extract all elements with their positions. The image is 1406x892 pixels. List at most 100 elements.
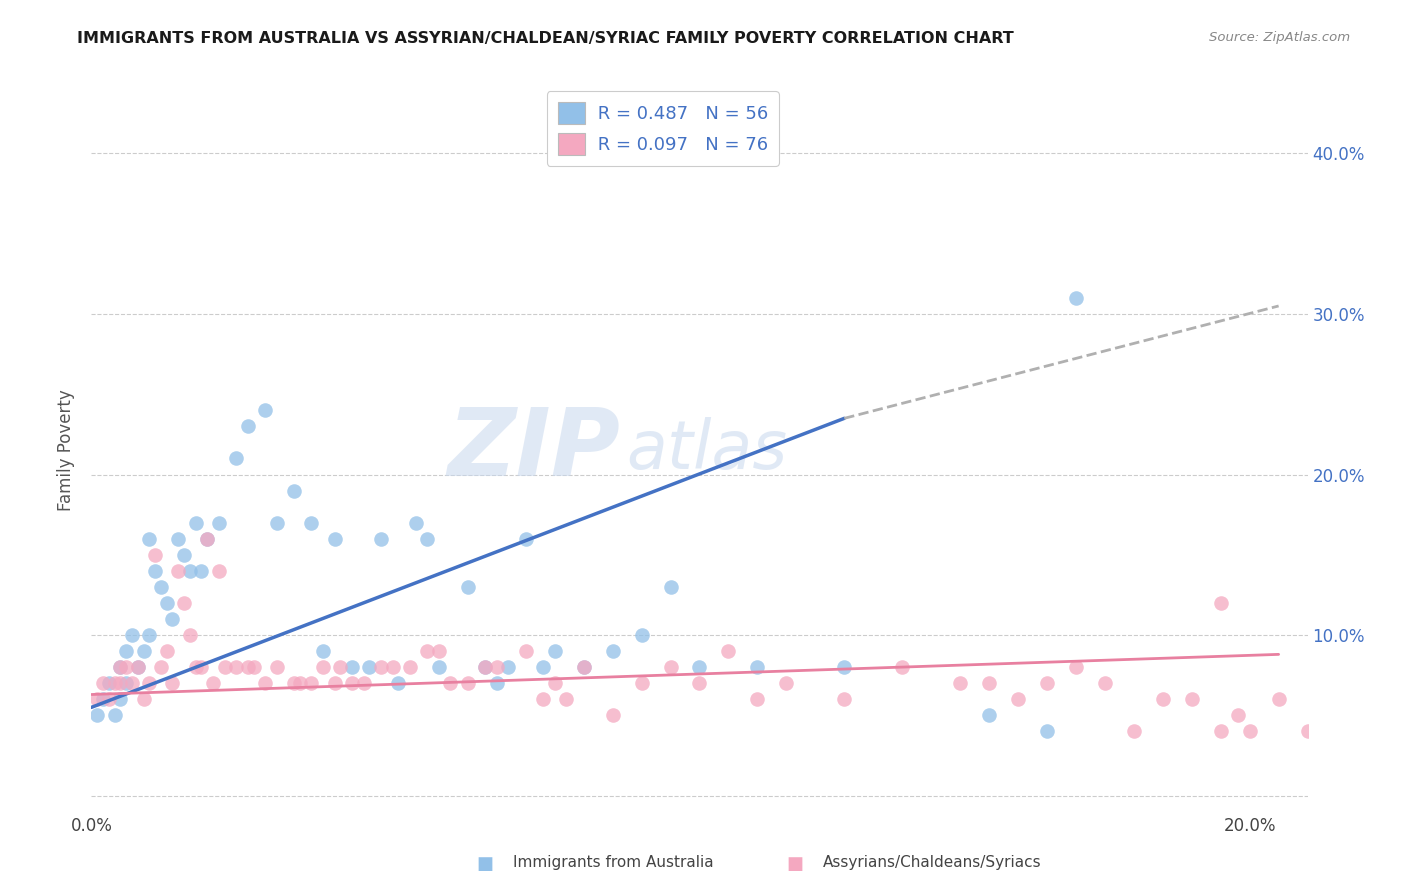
Point — [236, 660, 259, 674]
Point — [138, 628, 160, 642]
Point — [86, 708, 108, 723]
Point — [340, 676, 363, 690]
Point — [225, 660, 247, 674]
Point — [138, 532, 160, 546]
Point — [323, 532, 346, 546]
Point — [427, 644, 450, 658]
Text: atlas: atlas — [627, 417, 787, 483]
Point — [91, 692, 114, 706]
Point — [531, 660, 554, 674]
Point — [572, 660, 595, 674]
Point — [1296, 724, 1319, 739]
Point — [132, 644, 155, 658]
Point — [457, 580, 479, 594]
Point — [688, 676, 710, 690]
Point — [173, 596, 195, 610]
Point — [301, 516, 323, 530]
Point — [162, 612, 184, 626]
Point — [179, 564, 201, 578]
Point — [353, 676, 375, 690]
Point — [288, 676, 311, 690]
Point — [1064, 660, 1087, 674]
Point — [179, 628, 201, 642]
Point — [602, 708, 624, 723]
Point — [555, 692, 578, 706]
Text: ZIP: ZIP — [447, 404, 620, 497]
Point — [115, 676, 138, 690]
Point — [1007, 692, 1029, 706]
Point — [1326, 708, 1348, 723]
Point — [515, 644, 537, 658]
Point — [236, 419, 259, 434]
Point — [97, 692, 120, 706]
Point — [688, 660, 710, 674]
Point — [1239, 724, 1261, 739]
Y-axis label: Family Poverty: Family Poverty — [58, 390, 76, 511]
Point — [149, 660, 172, 674]
Point — [103, 708, 125, 723]
Point — [162, 676, 184, 690]
Point — [323, 676, 346, 690]
Point — [195, 532, 218, 546]
Point — [91, 676, 114, 690]
Point — [949, 676, 972, 690]
Point — [138, 676, 160, 690]
Point — [747, 660, 769, 674]
Point — [121, 628, 143, 642]
Point — [184, 516, 207, 530]
Point — [531, 692, 554, 706]
Point — [572, 660, 595, 674]
Point — [266, 660, 288, 674]
Point — [190, 564, 212, 578]
Point — [143, 548, 166, 562]
Point — [416, 644, 439, 658]
Point — [156, 596, 179, 610]
Point — [891, 660, 914, 674]
Point — [103, 676, 125, 690]
Point — [1094, 676, 1116, 690]
Text: ■: ■ — [477, 855, 494, 872]
Point — [149, 580, 172, 594]
Point — [283, 483, 305, 498]
Point — [474, 660, 496, 674]
Point — [184, 660, 207, 674]
Point — [329, 660, 352, 674]
Point — [602, 644, 624, 658]
Legend:  R = 0.487   N = 56,  R = 0.097   N = 76: R = 0.487 N = 56, R = 0.097 N = 76 — [547, 91, 779, 166]
Point — [387, 676, 409, 690]
Text: ■: ■ — [786, 855, 803, 872]
Point — [173, 548, 195, 562]
Point — [110, 692, 132, 706]
Point — [132, 692, 155, 706]
Point — [416, 532, 439, 546]
Point — [1036, 724, 1059, 739]
Point — [110, 660, 132, 674]
Text: Source: ZipAtlas.com: Source: ZipAtlas.com — [1209, 31, 1350, 45]
Point — [832, 692, 855, 706]
Point — [544, 644, 567, 658]
Point — [127, 660, 149, 674]
Point — [301, 676, 323, 690]
Text: Assyrians/Chaldeans/Syriacs: Assyrians/Chaldeans/Syriacs — [823, 855, 1040, 870]
Point — [1152, 692, 1174, 706]
Point — [156, 644, 179, 658]
Point — [370, 660, 392, 674]
Point — [659, 660, 682, 674]
Point — [208, 564, 231, 578]
Point — [115, 644, 138, 658]
Point — [457, 676, 479, 690]
Point — [266, 516, 288, 530]
Point — [544, 676, 567, 690]
Point — [225, 451, 247, 466]
Point — [717, 644, 740, 658]
Point — [1122, 724, 1144, 739]
Point — [427, 660, 450, 674]
Point — [498, 660, 520, 674]
Point — [659, 580, 682, 594]
Point — [485, 676, 508, 690]
Point — [381, 660, 404, 674]
Point — [214, 660, 236, 674]
Point — [405, 516, 427, 530]
Point — [1064, 291, 1087, 305]
Point — [630, 628, 652, 642]
